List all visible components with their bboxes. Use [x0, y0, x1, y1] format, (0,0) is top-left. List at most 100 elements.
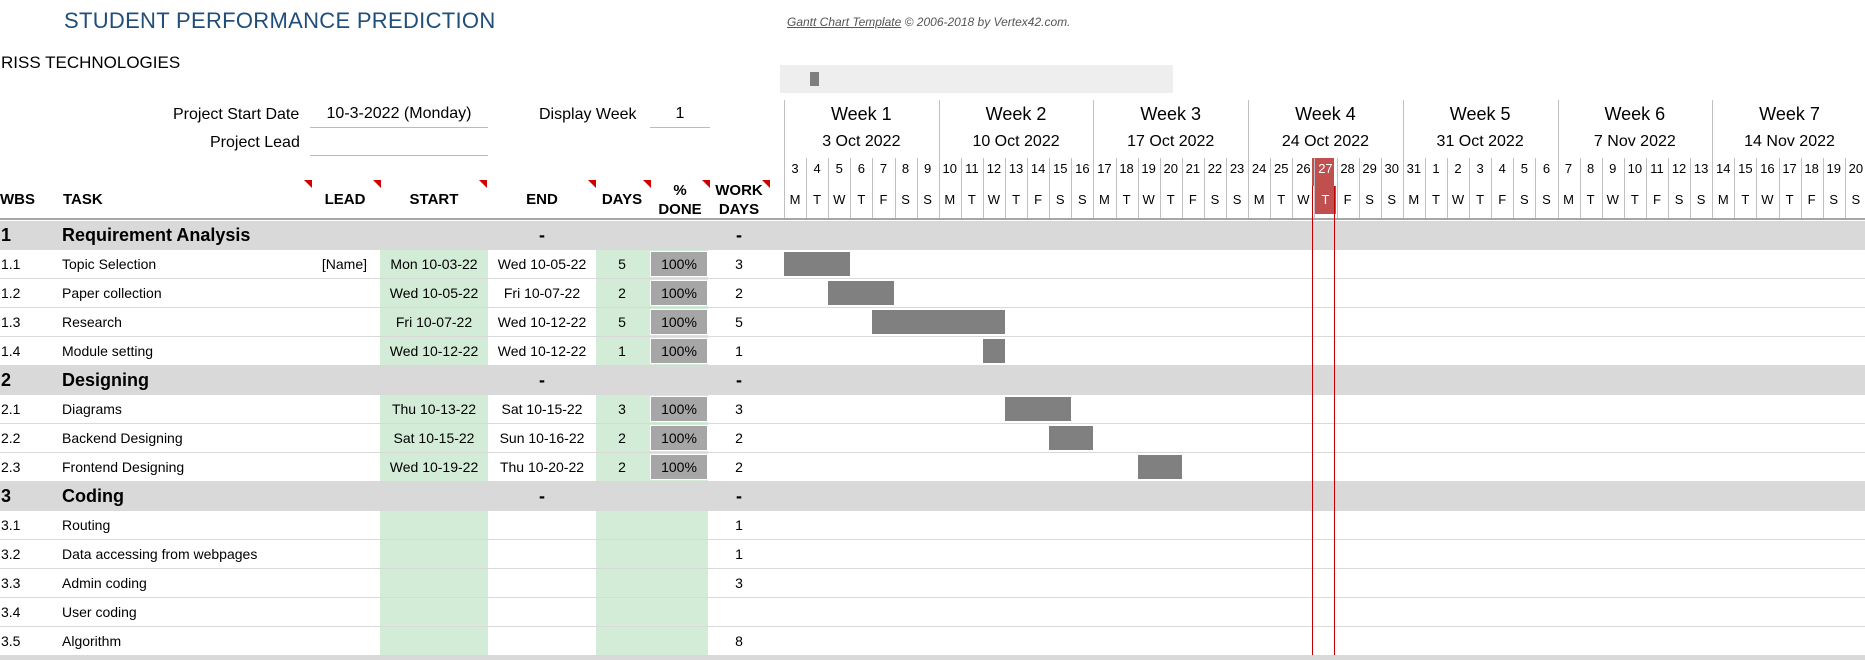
- start-cell[interactable]: Mon 10-03-22: [390, 256, 478, 272]
- wbs-cell[interactable]: 1.2: [1, 285, 21, 301]
- start-cell[interactable]: Wed 10-19-22: [389, 459, 479, 475]
- task-name-cell[interactable]: Topic Selection: [62, 256, 157, 272]
- end-cell[interactable]: Wed 10-12-22: [497, 314, 587, 330]
- scrollbar-thumb[interactable]: [810, 72, 819, 86]
- wbs-cell[interactable]: 2.1: [1, 401, 21, 417]
- end-cell[interactable]: Sat 10-15-22: [501, 401, 583, 417]
- wbs-cell[interactable]: 1: [1, 225, 12, 245]
- work-days-cell[interactable]: 2: [735, 430, 743, 446]
- task-name-cell[interactable]: User coding: [62, 604, 137, 620]
- wbs-cell[interactable]: 3.5: [1, 633, 21, 649]
- pct-done-cell[interactable]: 100%: [661, 285, 697, 301]
- task-row[interactable]: 1.2 Paper collection Wed 10-05-22 Fri 10-07…: [0, 279, 1865, 308]
- template-link[interactable]: Gantt Chart Template: [787, 15, 902, 29]
- work-days-cell[interactable]: 8: [735, 633, 743, 649]
- end-cell[interactable]: Wed 10-12-22: [497, 343, 587, 359]
- task-row[interactable]: 3.3 Admin coding 3: [0, 569, 1865, 598]
- gantt-bar[interactable]: [982, 339, 1005, 363]
- start-cell[interactable]: Wed 10-05-22: [389, 285, 479, 301]
- task-row[interactable]: 2.1 Diagrams Thu 10-13-22 Sat 10-15-22 3 100%…: [0, 395, 1865, 424]
- pct-done-cell[interactable]: 100%: [661, 459, 697, 475]
- lead-cell[interactable]: [Name]: [321, 256, 367, 272]
- comment-indicator[interactable]: [643, 180, 651, 188]
- work-days-cell[interactable]: 5: [735, 314, 743, 330]
- comment-indicator[interactable]: [702, 180, 710, 188]
- task-name-cell[interactable]: Paper collection: [62, 285, 162, 301]
- task-row[interactable]: 3.5 Algorithm 8: [0, 627, 1865, 656]
- gantt-bar[interactable]: [1005, 397, 1072, 421]
- work-days-cell[interactable]: 2: [735, 459, 743, 475]
- project-lead-input[interactable]: [310, 133, 488, 156]
- phase-row[interactable]: 3 Coding - -: [0, 482, 1865, 511]
- phase-row[interactable]: 2 Designing - -: [0, 366, 1865, 395]
- task-name-cell[interactable]: Data accessing from webpages: [62, 546, 258, 562]
- wbs-cell[interactable]: 3.3: [1, 575, 21, 591]
- start-cell[interactable]: Thu 10-13-22: [391, 401, 477, 417]
- comment-indicator[interactable]: [373, 180, 381, 188]
- end-cell[interactable]: -: [539, 370, 545, 390]
- wbs-cell[interactable]: 2.3: [1, 459, 21, 475]
- wbs-cell[interactable]: 1.3: [1, 314, 21, 330]
- phase-name-cell[interactable]: Designing: [62, 370, 150, 390]
- task-name-cell[interactable]: Research: [62, 314, 122, 330]
- task-name-cell[interactable]: Backend Designing: [62, 430, 183, 446]
- work-days-cell[interactable]: -: [736, 370, 742, 390]
- work-days-cell[interactable]: 1: [735, 546, 743, 562]
- task-name-cell[interactable]: Diagrams: [62, 401, 122, 417]
- wbs-cell[interactable]: 1.1: [1, 256, 21, 272]
- end-cell[interactable]: Thu 10-20-22: [499, 459, 585, 475]
- work-days-cell[interactable]: -: [736, 486, 742, 506]
- work-days-cell[interactable]: 3: [735, 575, 743, 591]
- task-name-cell[interactable]: Module setting: [62, 343, 154, 359]
- start-cell[interactable]: Sat 10-15-22: [393, 430, 475, 446]
- pct-done-cell[interactable]: 100%: [661, 256, 697, 272]
- end-cell[interactable]: Fri 10-07-22: [503, 285, 581, 301]
- task-name-cell[interactable]: Routing: [62, 517, 111, 533]
- pct-done-cell[interactable]: 100%: [661, 430, 697, 446]
- task-row[interactable]: 2.2 Backend Designing Sat 10-15-22 Sun 10-1…: [0, 424, 1865, 453]
- end-cell[interactable]: Sun 10-16-22: [499, 430, 585, 446]
- end-cell[interactable]: -: [539, 486, 545, 506]
- task-row[interactable]: 3.1 Routing 1: [0, 511, 1865, 540]
- phase-name-cell[interactable]: Requirement Analysis: [62, 225, 251, 245]
- work-days-cell[interactable]: -: [736, 225, 742, 245]
- week-scrollbar[interactable]: [780, 65, 1173, 93]
- task-name-cell[interactable]: Frontend Designing: [62, 459, 185, 475]
- comment-indicator[interactable]: [762, 180, 770, 188]
- gantt-bar[interactable]: [1137, 455, 1182, 479]
- pct-done-cell[interactable]: 100%: [661, 343, 697, 359]
- days-cell[interactable]: 5: [618, 256, 626, 272]
- wbs-cell[interactable]: 1.4: [1, 343, 21, 359]
- phase-name-cell[interactable]: Coding: [62, 486, 124, 506]
- project-start-input[interactable]: 10-3-2022 (Monday): [310, 105, 488, 128]
- comment-indicator[interactable]: [588, 180, 596, 188]
- task-row[interactable]: 1.4 Module setting Wed 10-12-22 Wed 10-12-2…: [0, 337, 1865, 366]
- task-name-cell[interactable]: Algorithm: [62, 633, 122, 649]
- days-cell[interactable]: 2: [618, 430, 626, 446]
- gantt-bar[interactable]: [828, 281, 895, 305]
- wbs-cell[interactable]: 3: [1, 486, 12, 506]
- display-week-input[interactable]: 1: [650, 105, 710, 128]
- days-cell[interactable]: 3: [618, 401, 626, 417]
- days-cell[interactable]: 1: [618, 343, 626, 359]
- pct-done-cell[interactable]: 100%: [661, 401, 697, 417]
- days-cell[interactable]: 2: [618, 285, 626, 301]
- gantt-bar[interactable]: [872, 310, 1005, 334]
- wbs-cell[interactable]: 3.1: [1, 517, 21, 533]
- gantt-bar[interactable]: [784, 252, 851, 276]
- wbs-cell[interactable]: 2.2: [1, 430, 21, 446]
- days-cell[interactable]: 2: [618, 459, 626, 475]
- task-row[interactable]: 2.3 Frontend Designing Wed 10-19-22 Thu 10-…: [0, 453, 1865, 482]
- task-row[interactable]: 1.1 Topic Selection [Name] Mon 10-03-22 Wed …: [0, 250, 1865, 279]
- start-cell[interactable]: Wed 10-12-22: [389, 343, 479, 359]
- wbs-cell[interactable]: 2: [1, 370, 12, 390]
- comment-indicator[interactable]: [479, 180, 487, 188]
- gantt-bar[interactable]: [1049, 426, 1094, 450]
- wbs-cell[interactable]: 3.4: [1, 604, 21, 620]
- end-cell[interactable]: -: [539, 225, 545, 245]
- days-cell[interactable]: 5: [618, 314, 626, 330]
- work-days-cell[interactable]: 3: [735, 401, 743, 417]
- end-cell[interactable]: Wed 10-05-22: [497, 256, 587, 272]
- task-name-cell[interactable]: Admin coding: [62, 575, 147, 591]
- task-row[interactable]: 3.4 User coding: [0, 598, 1865, 627]
